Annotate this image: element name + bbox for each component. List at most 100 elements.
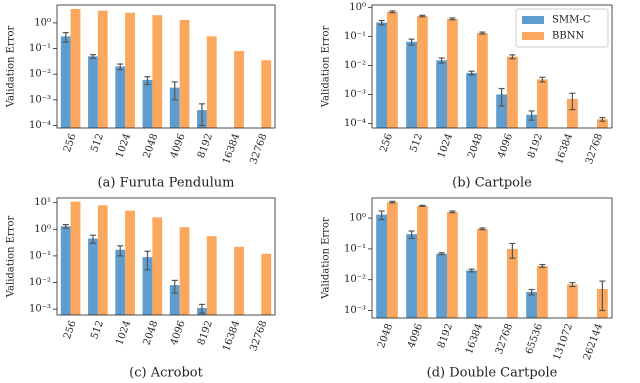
y-tick-label: 10⁻²: [29, 69, 51, 80]
bar: [115, 66, 126, 128]
bar: [526, 291, 537, 318]
bar: [179, 20, 190, 128]
x-tick-label: 4096: [169, 319, 188, 347]
axes-frame: [371, 4, 613, 129]
error-bar: [528, 288, 535, 296]
x-tick-label: 32768: [584, 132, 605, 166]
y-axis-label: Validation Error: [6, 216, 17, 299]
x-tick-label: 2048: [142, 319, 161, 347]
axes-frame: [56, 197, 276, 316]
x-tick-label: 4096: [496, 132, 515, 160]
bar: [376, 214, 387, 318]
x-tick-label: 4096: [406, 322, 425, 350]
error-bar: [479, 31, 486, 35]
bar: [88, 56, 98, 129]
error-bar: [378, 210, 385, 221]
error-bar: [389, 10, 396, 14]
bar: [477, 228, 488, 318]
error-bar: [378, 19, 385, 26]
error-bar: [171, 81, 178, 101]
error-bar: [569, 92, 576, 111]
bar: [169, 285, 180, 315]
y-tick-label: 10⁻⁴: [344, 118, 366, 129]
bar: [537, 79, 548, 128]
y-tick-label: 10⁻²: [29, 277, 51, 288]
bar: [179, 227, 190, 315]
x-tick-label: 256: [62, 132, 79, 154]
error-bar: [438, 57, 445, 64]
y-tick-label: 10⁰: [349, 2, 366, 13]
x-tick-label: 16384: [221, 319, 242, 353]
error-bar: [498, 87, 505, 107]
error-bar: [419, 204, 426, 208]
error-bar: [89, 234, 96, 244]
bar: [417, 16, 428, 128]
bar: [142, 79, 153, 128]
bar: [234, 246, 244, 315]
bar: [169, 87, 180, 128]
y-tick-label: 10⁻¹: [344, 243, 366, 254]
bar: [436, 60, 447, 128]
error-bar: [117, 63, 124, 71]
x-tick-label: 1024: [114, 132, 133, 160]
x-tick-label: 262144: [582, 322, 605, 362]
legend-swatch: [522, 16, 544, 24]
bar: [447, 18, 458, 128]
bar: [537, 265, 548, 318]
bar: [261, 253, 272, 315]
y-axis-label: Validation Error: [6, 26, 17, 109]
bar: [261, 60, 272, 128]
error-bar: [408, 38, 415, 46]
error-bar: [599, 280, 606, 312]
x-tick-label: 8192: [196, 132, 215, 160]
y-tick-label: 10⁻²: [344, 274, 366, 285]
y-tick-label: 10¹: [34, 197, 51, 208]
legend-swatch: [522, 32, 544, 40]
error-bar: [468, 268, 475, 273]
x-tick-label: 32768: [494, 322, 515, 356]
x-tick-label: 16384: [554, 132, 575, 166]
y-tick-label: 10⁻³: [344, 305, 366, 316]
bar: [152, 15, 163, 129]
y-tick-label: 10⁻²: [344, 60, 366, 71]
bar: [447, 211, 458, 318]
error-bar: [509, 242, 516, 259]
x-tick-label: 32768: [248, 319, 269, 353]
bar: [70, 8, 81, 129]
x-tick-label: 65536: [524, 322, 545, 356]
error-bar: [389, 200, 396, 204]
x-tick-label: 131072: [552, 322, 575, 362]
x-tick-label: 32768: [248, 132, 269, 166]
x-tick-label: 8192: [526, 132, 545, 160]
bar: [417, 205, 428, 318]
y-tick-label: 10⁻³: [344, 89, 366, 100]
bar: [507, 248, 518, 318]
bar: [496, 94, 507, 128]
y-tick-label: 10⁻³: [29, 304, 51, 315]
axes-frame: [371, 197, 613, 319]
bar: [88, 238, 98, 315]
x-tick-label: 512: [89, 132, 106, 154]
bar: [125, 210, 135, 315]
x-tick-label: 2048: [466, 132, 485, 160]
bar: [206, 236, 217, 315]
y-tick-label: 10⁻¹: [29, 43, 51, 54]
y-tick-label: 10⁻³: [29, 94, 51, 105]
bar: [152, 217, 163, 315]
error-bar: [198, 303, 205, 314]
error-bar: [449, 210, 456, 214]
bar: [97, 205, 108, 315]
bar: [406, 41, 417, 128]
error-bar: [408, 230, 415, 239]
x-tick-label: 16384: [221, 132, 242, 166]
bar: [466, 270, 477, 318]
error-bar: [89, 54, 96, 59]
bar: [60, 36, 71, 128]
y-tick-label: 10⁰: [34, 17, 51, 28]
bar: [406, 234, 417, 318]
bar: [567, 284, 578, 318]
y-axis-label: Validation Error: [321, 217, 332, 300]
error-bar: [117, 245, 124, 257]
error-bar: [198, 103, 205, 127]
